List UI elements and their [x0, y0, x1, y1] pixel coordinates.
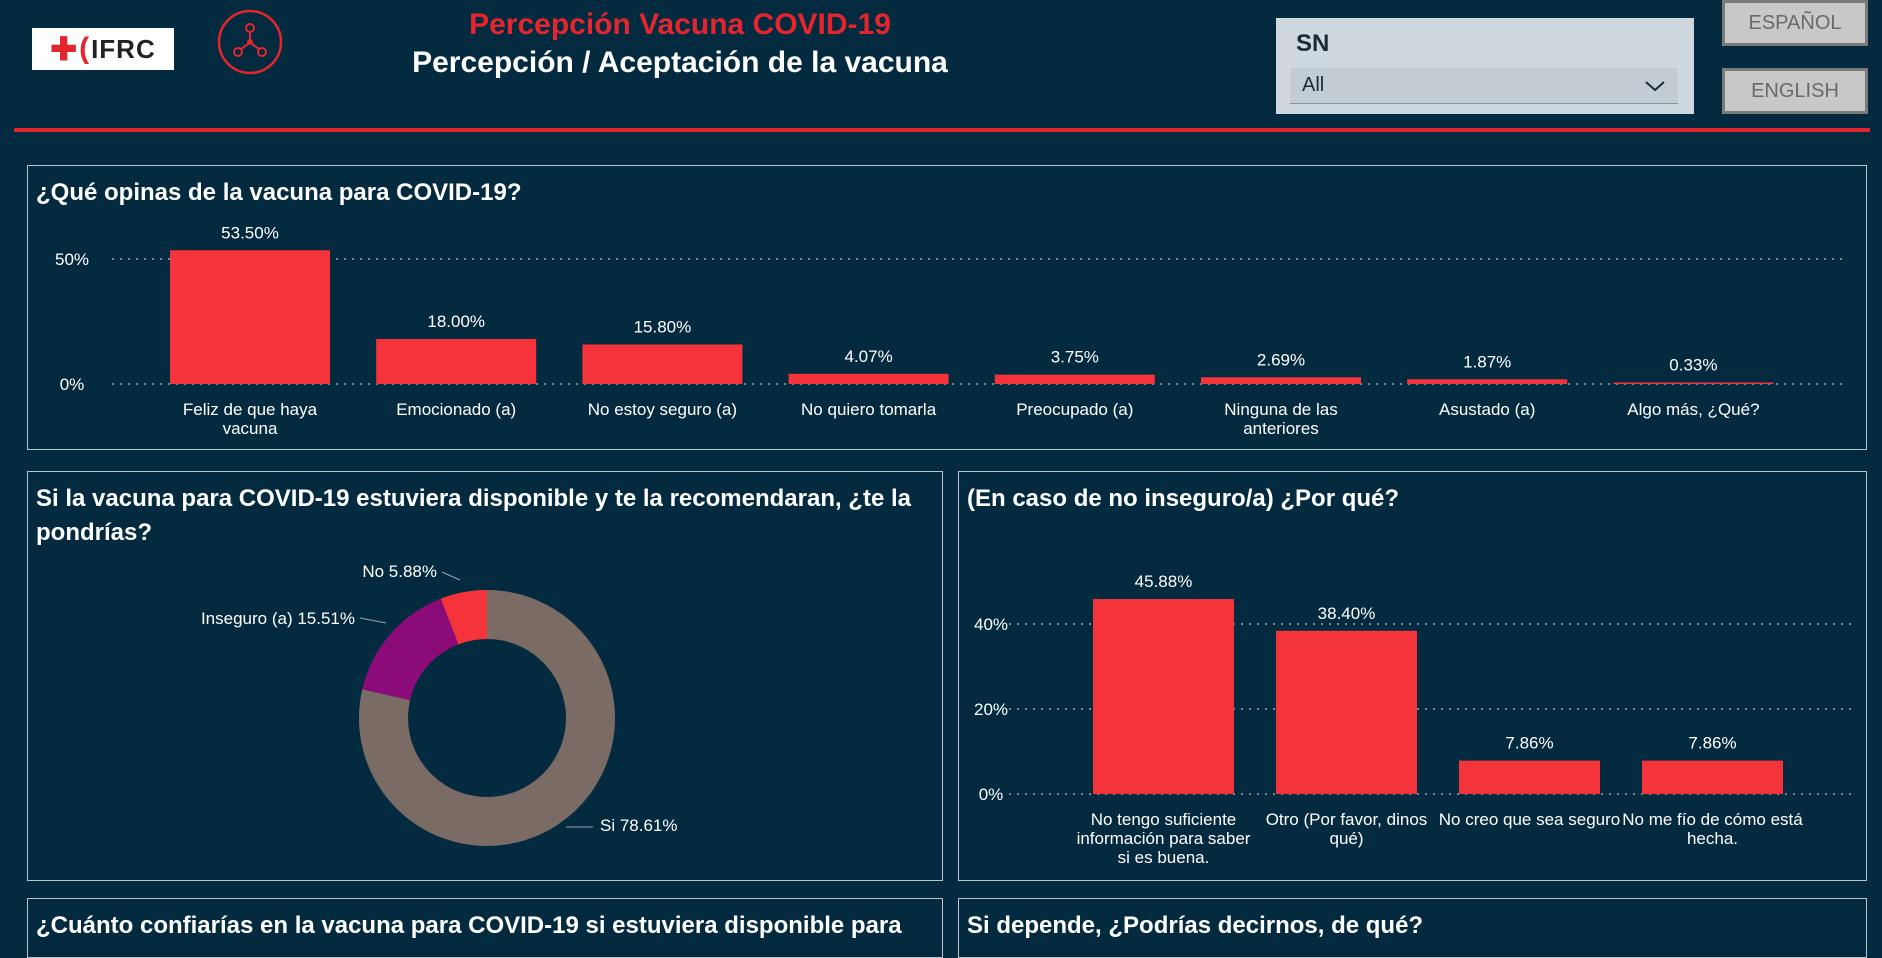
y-tick-label: 0% [60, 375, 85, 394]
x-tick-label: No estoy seguro (a) [588, 400, 737, 419]
y-tick-label: 50% [55, 250, 89, 269]
bar [994, 374, 1155, 384]
y-tick-label: 0% [979, 785, 1004, 804]
reasons-chart-title: (En caso de no inseguro/a) ¿Por qué? [967, 485, 1400, 512]
y-tick-label: 40% [974, 615, 1008, 634]
ifrc-logo: ✚ ( IFRC [32, 28, 174, 70]
depends-chart-title: Si depende, ¿Podrías decirnos, de qué? [967, 912, 1424, 939]
data-label: 1.87% [1463, 352, 1511, 371]
chevron-down-icon [1645, 80, 1665, 91]
slice-label: Inseguro (a) 15.51% [201, 609, 355, 628]
filter-dropdown[interactable]: All [1290, 68, 1678, 104]
opinion-bar-chart: 0% 50% 53.50% Feliz de que haya vacuna 18.00%… [55, 223, 1848, 438]
pie-slice [359, 590, 616, 846]
filter-label: SN [1296, 30, 1330, 57]
x-tick-label: Feliz de que haya vacuna [183, 400, 318, 438]
x-tick-label: Ninguna de las anteriores [1224, 400, 1337, 438]
x-tick-label: No me fío de cómo está hecha. [1622, 810, 1803, 848]
opinion-chart-panel: ¿Qué opinas de la vacuna para COVID-19? … [27, 165, 1867, 450]
trust-chart-title: ¿Cuánto confiarías en la vacuna para COV… [36, 912, 902, 939]
pie-slice [440, 590, 487, 645]
x-tick-label: Algo más, ¿Qué? [1627, 400, 1759, 419]
opinion-chart-title: ¿Qué opinas de la vacuna para COVID-19? [36, 179, 522, 206]
bar [170, 250, 330, 384]
data-label: 18.00% [427, 312, 485, 331]
data-label: 7.86% [1505, 734, 1553, 753]
data-label: 2.69% [1257, 350, 1305, 369]
bar [1093, 599, 1234, 794]
pie-slice [362, 598, 459, 701]
trust-chart-panel: ¿Cuánto confiarías en la vacuna para COV… [27, 898, 943, 958]
x-tick-label: No creo que sea seguro [1439, 810, 1620, 829]
x-tick-label: No tengo suficiente información para sabe… [1077, 810, 1251, 867]
bar [1201, 377, 1361, 384]
data-label: 53.50% [221, 223, 279, 242]
data-label: 3.75% [1051, 348, 1099, 367]
english-language-button[interactable]: ENGLISH [1722, 68, 1868, 114]
ifrc-logo-text: IFRC [91, 33, 156, 64]
go-logo-icon [217, 9, 283, 75]
leader-line [441, 571, 461, 581]
reasons-chart-panel: (En caso de no inseguro/a) ¿Por qué? 0% 2… [958, 471, 1867, 881]
x-tick-label: Otro (Por favor, dinos qué) [1266, 810, 1428, 848]
data-label: 15.80% [634, 318, 692, 337]
x-tick-label: Preocupado (a) [1016, 400, 1133, 419]
data-label: 4.07% [844, 347, 892, 366]
data-label: 45.88% [1135, 572, 1193, 591]
filter-selected-value: All [1302, 74, 1325, 96]
bar [376, 339, 537, 384]
dashboard-subtitle: Percepción / Aceptación de la vacuna [412, 46, 948, 79]
bar [1613, 382, 1774, 384]
acceptance-chart-title: Si la vacuna para COVID-19 estuviera dis… [36, 485, 911, 546]
leader-line [359, 617, 387, 624]
header-divider [14, 128, 1870, 132]
x-tick-label: Asustado (a) [1439, 400, 1535, 419]
depends-chart-panel: Si depende, ¿Podrías decirnos, de qué? [958, 898, 1867, 958]
data-label: 0.33% [1669, 356, 1717, 375]
x-tick-label: Emocionado (a) [396, 400, 516, 419]
spanish-language-button[interactable]: ESPAÑOL [1722, 0, 1868, 46]
slice-label: No 5.88% [362, 562, 437, 581]
x-tick-label: No quiero tomarla [801, 400, 937, 419]
data-label: 7.86% [1688, 734, 1736, 753]
acceptance-chart-panel: Si la vacuna para COVID-19 estuviera dis… [27, 471, 943, 881]
red-crescent-icon: ( [79, 32, 90, 65]
data-label: 38.40% [1318, 604, 1376, 623]
bar [1276, 630, 1417, 794]
bar [1407, 379, 1568, 384]
bar [1459, 760, 1600, 794]
bar [582, 344, 743, 384]
bar [1642, 760, 1783, 794]
acceptance-donut-chart: Si 78.61% Inseguro (a) 15.51% No 5.88% [201, 562, 678, 846]
y-tick-label: 20% [974, 700, 1008, 719]
dashboard-title: Percepción Vacuna COVID-19 [469, 8, 891, 41]
reasons-bar-chart: 0% 20% 40% 45.88% No tengo suficiente informa… [974, 572, 1855, 867]
sn-filter-slicer: SN All [1276, 18, 1694, 114]
bar [788, 373, 949, 384]
slice-label: Si 78.61% [600, 816, 678, 835]
red-cross-icon: ✚ [50, 31, 78, 67]
